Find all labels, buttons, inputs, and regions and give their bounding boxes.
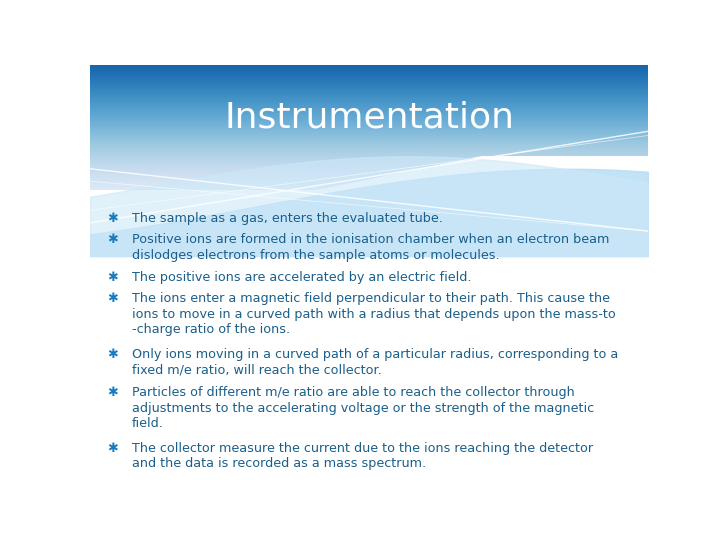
Text: The positive ions are accelerated by an electric field.: The positive ions are accelerated by an … (132, 272, 472, 285)
Text: The ions enter a magnetic field perpendicular to their path. This cause the
ions: The ions enter a magnetic field perpendi… (132, 292, 616, 336)
Text: ✱: ✱ (107, 348, 117, 361)
Text: ✱: ✱ (107, 212, 117, 225)
Text: ✱: ✱ (107, 442, 117, 455)
Text: The collector measure the current due to the ions reaching the detector
and the : The collector measure the current due to… (132, 442, 593, 470)
Text: Particles of different m/e ratio are able to reach the collector through
adjustm: Particles of different m/e ratio are abl… (132, 386, 594, 430)
Text: Positive ions are formed in the ionisation chamber when an electron beam
dislodg: Positive ions are formed in the ionisati… (132, 233, 609, 262)
Text: Instrumentation: Instrumentation (224, 100, 514, 134)
Text: ✱: ✱ (107, 272, 117, 285)
Text: ✱: ✱ (107, 233, 117, 246)
Text: The sample as a gas, enters the evaluated tube.: The sample as a gas, enters the evaluate… (132, 212, 443, 225)
Text: ✱: ✱ (107, 292, 117, 305)
Text: ✱: ✱ (107, 386, 117, 399)
Text: Only ions moving in a curved path of a particular radius, corresponding to a
fix: Only ions moving in a curved path of a p… (132, 348, 618, 376)
Bar (90, 190, 648, 481)
